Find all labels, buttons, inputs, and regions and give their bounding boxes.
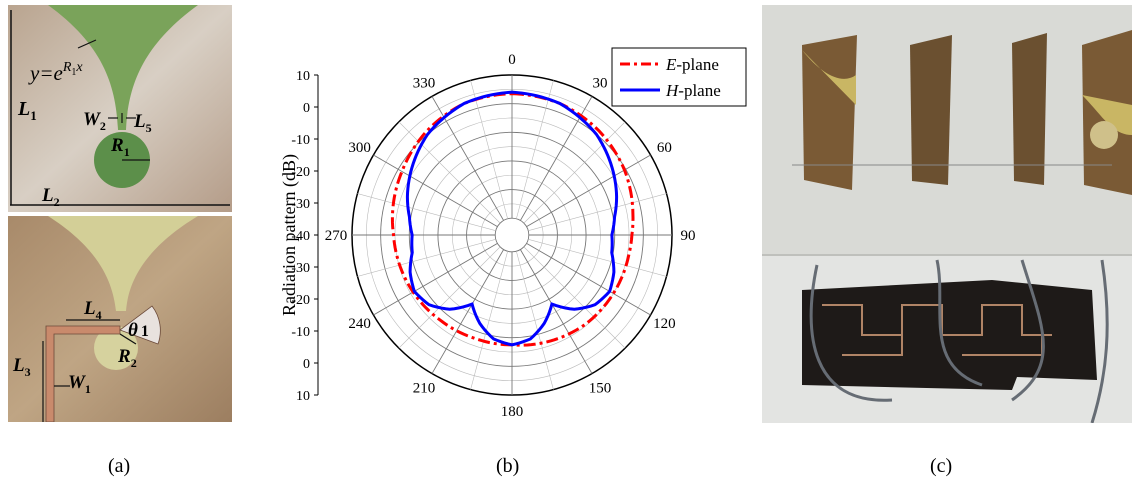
caption-a: (a) — [108, 455, 131, 477]
polar-grid — [351, 74, 673, 396]
radial-tick-label: -30 — [291, 261, 310, 276]
radiation-pattern-chart: 0 30 60 90 120 150 180 210 240 270 300 330 10 0 -10 -2… — [250, 30, 750, 430]
angle-tick-label: 120 — [653, 316, 676, 332]
grid-spoke — [528, 193, 667, 231]
angle-tick-label: 330 — [413, 76, 436, 92]
label-W1: W1 — [68, 372, 91, 396]
radial-tick-label: -40 — [291, 229, 310, 244]
antenna-top-photo: y=eR1x L1 W2 L5 R1 L2 — [8, 5, 232, 212]
legend-label-h-plane: H-plane — [665, 81, 721, 100]
angle-tick-labels: 0 30 60 90 120 150 180 210 240 270 300 330 — [325, 52, 696, 420]
coax-cable-2 — [935, 259, 983, 387]
coax-cable-4 — [1090, 259, 1109, 424]
polar-plot: 0 30 60 90 120 150 180 210 240 270 300 330 10 0 -10 -2… — [279, 47, 747, 420]
radial-tick-label: 0 — [303, 357, 310, 372]
grid-spoke — [516, 251, 554, 390]
grid-spoke — [523, 121, 626, 224]
angle-tick-label: 90 — [681, 228, 696, 244]
grid-spoke — [373, 243, 498, 316]
caption-c: (c) — [930, 455, 953, 477]
angle-tick-label: 240 — [348, 316, 371, 332]
curve-equation: y=eR1x — [28, 60, 83, 85]
tapered-slot — [48, 5, 198, 130]
angle-tick-label: 180 — [501, 404, 524, 420]
grid-spoke — [526, 243, 651, 316]
array-photo — [762, 5, 1132, 424]
grid-spoke — [528, 239, 667, 277]
slot-shadow — [48, 216, 198, 311]
coax-cable-3 — [1011, 259, 1045, 402]
label-L2: L2 — [41, 185, 60, 209]
radial-tick-label: 10 — [296, 69, 310, 84]
label-L4: L4 — [83, 298, 102, 322]
antenna-element-1 — [802, 35, 857, 190]
angle-tick-label: 210 — [413, 380, 436, 396]
antenna-element-3 — [1012, 33, 1047, 185]
grid-spoke — [516, 80, 554, 219]
radial-tick-label: -10 — [291, 325, 310, 340]
angle-tick-label: 270 — [325, 228, 348, 244]
antenna-element-2 — [910, 35, 952, 185]
radial-stub — [119, 305, 161, 345]
grid-spoke — [431, 249, 504, 374]
label-L3: L3 — [12, 355, 31, 379]
radial-tick-label: -20 — [291, 293, 310, 308]
cavity-shadow — [94, 326, 138, 370]
grid-spoke — [431, 96, 504, 221]
angle-tick-label: 60 — [657, 140, 672, 156]
grid-circle — [494, 217, 530, 253]
grid-spoke — [398, 121, 501, 224]
grid-spoke — [357, 193, 496, 231]
grid-spoke — [470, 251, 508, 390]
radial-tick-label: 0 — [303, 101, 310, 116]
grid-spoke — [398, 246, 501, 349]
grid-spoke — [520, 249, 593, 374]
grid-spoke — [523, 246, 626, 349]
caption-b: (b) — [496, 455, 520, 477]
legend-label-e-plane: E-plane — [665, 55, 719, 74]
radial-tick-label: -20 — [291, 165, 310, 180]
grid-spoke — [373, 154, 498, 227]
angle-tick-label: 0 — [508, 52, 516, 68]
series-layer — [390, 90, 635, 347]
radial-tick-label: -30 — [291, 197, 310, 212]
series-h-plane — [405, 90, 619, 347]
label-R1: R1 — [110, 135, 130, 159]
label-L5: L5 — [133, 111, 152, 135]
grid-spoke — [526, 154, 651, 227]
grid-spoke — [357, 239, 496, 277]
legend: E-plane H-plane — [611, 47, 747, 107]
y-axis-label: Radiation pattern (dB) — [279, 154, 300, 316]
radial-axis: 10 0 -10 -20 -30 -40 -30 -20 -10 0 10 — [291, 69, 319, 404]
label-R2: R2 — [117, 346, 137, 370]
grid-spoke — [470, 80, 508, 219]
radial-tick-label: 10 — [296, 389, 310, 404]
label-W2: W2 — [83, 109, 106, 133]
angle-tick-label: 150 — [589, 380, 612, 396]
angle-tick-label: 300 — [348, 140, 371, 156]
radial-tick-label: -10 — [291, 133, 310, 148]
coax-cable-1 — [809, 264, 893, 402]
label-L1: L1 — [17, 98, 37, 123]
feed-network-board — [802, 280, 1097, 390]
antenna-elements — [802, 30, 1132, 195]
angle-tick-label: 30 — [593, 76, 608, 92]
